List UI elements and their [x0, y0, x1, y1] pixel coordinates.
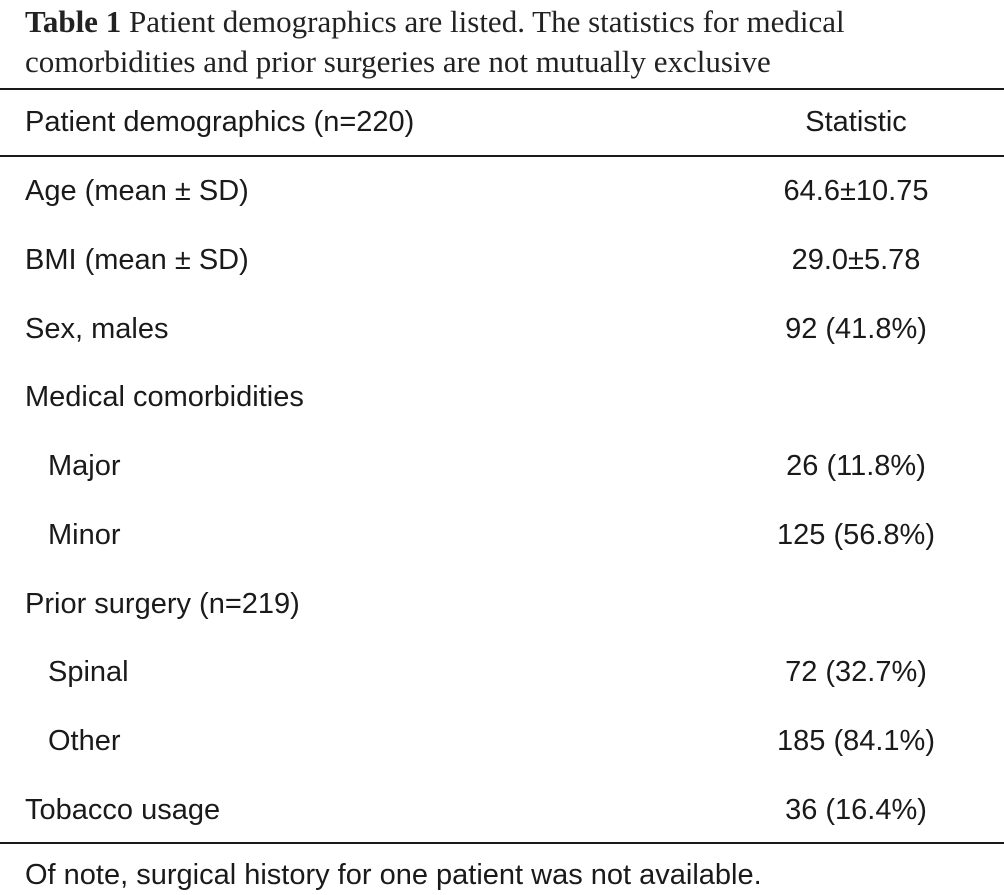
row-value: 36 (16.4%): [785, 794, 927, 826]
table-row-minor: Minor 125 (56.8%): [0, 515, 1004, 555]
row-value: 125 (56.8%): [777, 519, 935, 551]
table-footnote: Of note, surgical history for one patien…: [25, 859, 762, 891]
table-header-rule: [0, 155, 1004, 157]
table-row-tobacco: Tobacco usage 36 (16.4%): [0, 790, 1004, 830]
row-label: Spinal: [48, 656, 129, 688]
row-value: 26 (11.8%): [786, 450, 926, 482]
table-caption: Table 1 Patient demographics are listed.…: [25, 2, 995, 82]
row-label: Sex, males: [25, 313, 169, 345]
table-caption-label: Table 1: [25, 4, 122, 39]
row-value: 29.0±5.78: [791, 244, 921, 276]
table-row-major: Major 26 (11.8%): [0, 446, 1004, 486]
table-bottom-rule: [0, 842, 1004, 844]
row-label: Major: [48, 450, 121, 482]
table-row-bmi: BMI (mean ± SD) 29.0±5.78: [0, 240, 1004, 280]
table-header-row: Patient demographics (n=220) Statistic: [0, 102, 1004, 142]
table-row-age: Age (mean ± SD) 64.6±10.75: [0, 171, 1004, 211]
table-row-prior-surgery: Prior surgery (n=219): [0, 584, 1004, 624]
row-label: Prior surgery (n=219): [25, 588, 300, 620]
row-label: Age (mean ± SD): [25, 175, 249, 207]
row-value: 72 (32.7%): [785, 656, 927, 688]
row-label: Tobacco usage: [25, 794, 221, 826]
row-value: 64.6±10.75: [783, 175, 929, 207]
header-demographics: Patient demographics (n=220): [25, 106, 415, 138]
table-row-sex: Sex, males 92 (41.8%): [0, 309, 1004, 349]
table-top-rule: [0, 88, 1004, 90]
header-statistic: Statistic: [805, 106, 907, 138]
row-label: BMI (mean ± SD): [25, 244, 249, 276]
row-label: Minor: [48, 519, 121, 551]
row-label: Medical comorbidities: [25, 381, 304, 413]
row-label: Other: [48, 725, 121, 757]
table-row-other: Other 185 (84.1%): [0, 721, 1004, 761]
row-value: 92 (41.8%): [785, 313, 927, 345]
table-row-spinal: Spinal 72 (32.7%): [0, 652, 1004, 692]
table-row-comorbidities: Medical comorbidities: [0, 377, 1004, 417]
table-caption-text: Patient demographics are listed. The sta…: [25, 4, 845, 79]
row-value: 185 (84.1%): [777, 725, 935, 757]
